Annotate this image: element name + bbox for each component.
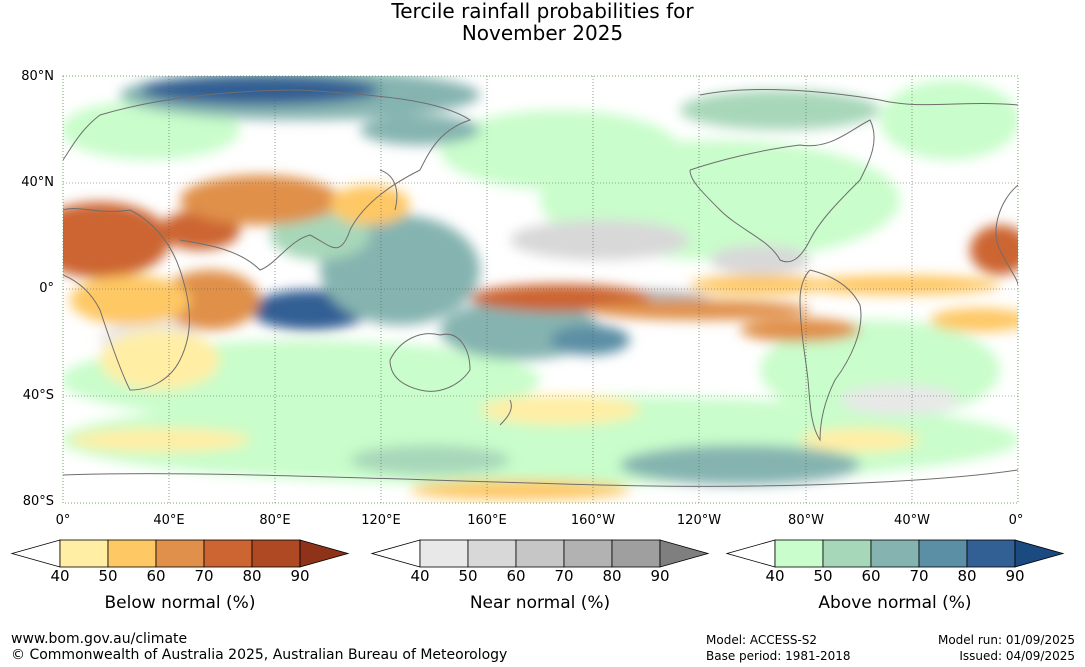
colorbar-below-segment: [251, 539, 301, 568]
colorbar-above-segment: [774, 539, 824, 568]
colorbar-below-high-arrow: [299, 539, 350, 568]
lon-label-0: 0°: [55, 513, 71, 528]
graticule: [63, 76, 1018, 503]
colorbar-near-tick-label: 40: [410, 567, 430, 585]
lat-label-40n: 40°N: [21, 175, 54, 190]
lon-label-160w: 160°W: [570, 513, 616, 528]
colorbar-above-tick-label: 70: [909, 567, 929, 585]
footer-base-period: Base period: 1981-2018: [706, 649, 851, 663]
footer-model: Model: ACCESS-S2: [706, 633, 818, 647]
colorbar-group: [10, 539, 1065, 568]
colorbar-below-tick-label: 90: [290, 567, 310, 585]
colorbar-near-segment: [419, 539, 469, 568]
lon-label-120w: 120°W: [676, 513, 722, 528]
footer-url: www.bom.gov.au/climate: [11, 631, 188, 647]
map-title-line1: Tercile rainfall probabilities for: [391, 0, 694, 23]
probability-field: [63, 76, 1018, 500]
colorbar-above-tick-label: 80: [957, 567, 977, 585]
colorbar-above-segment: [822, 539, 872, 568]
lon-label-40w: 40°W: [894, 513, 930, 528]
colorbar-below-segment: [203, 539, 253, 568]
colorbar-below-tick-label: 80: [242, 567, 262, 585]
colorbar-near-segment: [467, 539, 517, 568]
colorbar-near-segment: [563, 539, 613, 568]
colorbar-near-tick-label: 50: [458, 567, 478, 585]
colorbar-below-segment: [107, 539, 157, 568]
colorbar-above-tick-label: 60: [861, 567, 881, 585]
colorbar-above-tick-label: 90: [1005, 567, 1025, 585]
colorbar-below-low-arrow: [10, 539, 61, 568]
colorbar-below-title: Below normal (%): [104, 593, 256, 613]
lon-label-160e: 160°E: [467, 513, 507, 528]
colorbar-below-tick-label: 60: [146, 567, 166, 585]
lon-label-120e: 120°E: [361, 513, 401, 528]
map-title-line2: November 2025: [461, 21, 624, 45]
lat-label-80s: 80°S: [22, 494, 54, 509]
colorbar-near-tick-label: 60: [506, 567, 526, 585]
map-frame: [62, 75, 1019, 504]
colorbar-above-title: Above normal (%): [818, 593, 972, 613]
lat-label-80n: 80°N: [21, 69, 54, 84]
footer-model-run: Model run: 01/09/2025: [937, 633, 1075, 647]
colorbar-below-tick-label: 40: [50, 567, 70, 585]
footer-copyright: © Commonwealth of Australia 2025, Austra…: [11, 647, 508, 663]
lon-label-80w: 80°W: [788, 513, 824, 528]
colorbar-above-segment: [966, 539, 1016, 568]
colorbar-above-tick-label: 50: [813, 567, 833, 585]
colorbar-near-tick-label: 70: [554, 567, 574, 585]
colorbar-below-tick-label: 70: [194, 567, 214, 585]
colorbar-above-low-arrow: [725, 539, 776, 568]
colorbar-near-high-arrow: [659, 539, 710, 568]
colorbar-below-segment: [59, 539, 109, 568]
colorbar-above-high-arrow: [1014, 539, 1065, 568]
colorbar-near-tick-label: 80: [602, 567, 622, 585]
lon-label-0-east: 0°: [1008, 513, 1024, 528]
colorbar-near-tick-label: 90: [650, 567, 670, 585]
lon-label-40e: 40°E: [153, 513, 185, 528]
footer-issued: Issued: 04/09/2025: [959, 649, 1075, 663]
lat-label-40s: 40°S: [22, 388, 54, 403]
colorbar-below-tick-label: 50: [98, 567, 118, 585]
colorbar-near-low-arrow: [370, 539, 421, 568]
colorbar-above-segment: [870, 539, 920, 568]
lat-label-0: 0°: [39, 281, 54, 296]
colorbar-above-tick-label: 40: [765, 567, 785, 585]
coastlines: [63, 89, 1018, 487]
colorbar-near-title: Near normal (%): [469, 593, 611, 613]
colorbar-near-segment: [611, 539, 661, 568]
colorbar-above-segment: [918, 539, 968, 568]
colorbar-below-segment: [155, 539, 205, 568]
lon-label-80e: 80°E: [259, 513, 291, 528]
colorbar-near-segment: [515, 539, 565, 568]
